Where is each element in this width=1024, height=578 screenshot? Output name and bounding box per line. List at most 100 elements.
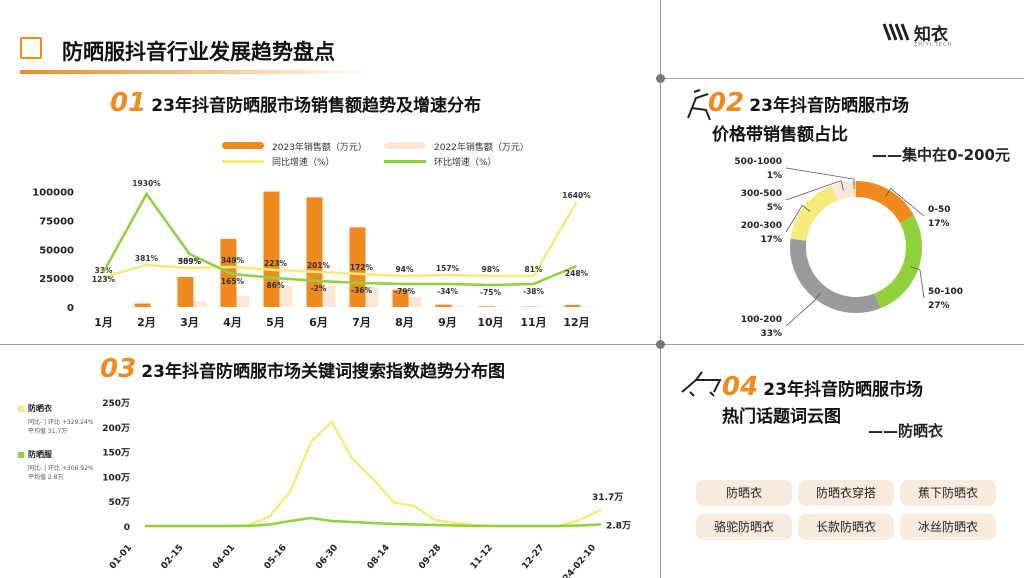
legend-label-2022: 2022年销售额（万元） xyxy=(434,143,529,153)
bar-2023 xyxy=(134,303,151,307)
section1-number: 01 xyxy=(110,88,147,118)
x-tick-label: 11月 xyxy=(520,316,546,329)
title-underline xyxy=(20,70,370,74)
x-tick-label: 9月 xyxy=(438,316,457,329)
topic-tag[interactable]: 冰丝防晒衣 xyxy=(900,514,996,540)
topic-tag[interactable]: 长款防晒衣 xyxy=(798,514,894,540)
yoy-data-label: 94% xyxy=(396,265,414,274)
yoy-data-label: 157% xyxy=(436,264,460,273)
x-tick-label: 3月 xyxy=(180,316,199,329)
topic-tag[interactable]: 骆驼防晒衣 xyxy=(696,514,792,540)
fangshaifu-point xyxy=(392,522,395,526)
logo: 知衣 ZHIYI TECH xyxy=(882,20,1002,50)
bar-2023 xyxy=(392,289,409,307)
header-divider-right xyxy=(660,78,1024,79)
y-tick-label: 25000 xyxy=(39,274,74,285)
bar-2023 xyxy=(435,304,452,307)
bar-2022 xyxy=(450,305,465,307)
fangshaiyi-point xyxy=(309,440,313,443)
fangshaifu-point xyxy=(454,524,457,527)
slice-label: 500-1000 xyxy=(734,157,782,167)
mom-data-label: -79% xyxy=(394,287,416,296)
section4-title-line1: 23年抖音防晒服市场 xyxy=(763,380,923,400)
topic-tag[interactable]: 防晒衣穿搭 xyxy=(798,480,894,506)
fangshaiyi-point xyxy=(371,477,375,481)
fangshaiyi-line xyxy=(146,419,601,528)
price-band-donut-chart: 0-50 17% 50-100 27% 100-200 33% 200-300 17% 300-… xyxy=(734,157,963,339)
fangshaifu-point xyxy=(578,524,581,527)
slice-leader-line xyxy=(785,167,855,190)
yoy-data-label: 349% xyxy=(221,256,245,265)
legend-swatch-2022 xyxy=(384,142,426,149)
logo-text: 知衣 xyxy=(914,25,948,45)
legend-avg-fangshaifu: 平均值 2.8万 xyxy=(28,474,64,481)
slice-label: 100-200 xyxy=(741,315,782,325)
title-marker-icon xyxy=(20,37,42,59)
junction-dot-middle xyxy=(656,340,665,349)
x-tick-label: 01-01 xyxy=(108,543,134,571)
yoy-data-label: 172% xyxy=(350,263,374,272)
yoy-data-label: 381% xyxy=(135,254,159,263)
fangshaifu-point xyxy=(495,524,499,528)
mom-data-label: 248% xyxy=(565,269,589,278)
topic-tag[interactable]: 蕉下防晒衣 xyxy=(900,480,996,506)
legend-label-mom: 环比增速（%） xyxy=(434,158,497,168)
legend-name-fangshaifu: 防晒服 xyxy=(28,450,52,459)
x-tick-label: 05-16 xyxy=(263,543,289,571)
legend-swatch-mom xyxy=(384,160,426,163)
bar-2023 xyxy=(349,227,366,307)
section2-title-line1: 23年抖音防晒服市场 xyxy=(749,96,909,116)
y-tick-label: 100万 xyxy=(102,472,130,483)
topic-tag[interactable]: 防晒衣 xyxy=(696,480,792,506)
mom-growth-line xyxy=(102,191,577,287)
bar-2022 xyxy=(278,286,293,307)
slice-leader-line xyxy=(785,180,844,201)
y-tick-label: 50万 xyxy=(108,497,130,508)
logo-subtext: ZHIYI TECH xyxy=(914,42,953,48)
yoy-growth-line xyxy=(103,201,578,279)
mom-data-label: 165% xyxy=(221,277,245,286)
fangshaifu-point xyxy=(289,519,292,523)
slice-percent: 17% xyxy=(928,219,950,229)
y-tick-label: 50000 xyxy=(39,245,74,256)
section4-number: 04 xyxy=(722,372,759,402)
mom-data-label: 559% xyxy=(178,257,202,266)
y-tick-label: 250万 xyxy=(102,398,130,409)
bar-2023 xyxy=(478,306,495,307)
donut-slice xyxy=(831,181,854,201)
yoy-data-label: 98% xyxy=(482,265,500,274)
donut-slice xyxy=(855,181,914,224)
legend-name-fangshaiyi: 防晒衣 xyxy=(28,404,52,413)
y-tick-label: 0 xyxy=(67,303,74,314)
legend-stat-fangshaiyi: 同比- | 环比 +329.24% xyxy=(28,419,94,426)
legend-avg-fangshaiyi: 平均值 31.7万 xyxy=(28,428,68,435)
x-tick-label: 10月 xyxy=(477,316,503,329)
bar-2022 xyxy=(192,301,207,307)
x-tick-label: 2月 xyxy=(137,316,156,329)
fangshaifu-point xyxy=(557,524,560,528)
yoy-data-label: 223% xyxy=(264,259,288,268)
x-tick-label: 04-01 xyxy=(211,543,237,571)
yoy-data-label: 1640% xyxy=(562,191,591,200)
logo-stripes-icon xyxy=(882,23,910,41)
x-tick-label: 4月 xyxy=(223,316,242,329)
section3-title: 23年抖音防晒服市场关键词搜索指数趋势分布图 xyxy=(141,362,505,382)
y-tick-label: 150万 xyxy=(102,448,130,459)
x-tick-label: 09-28 xyxy=(417,543,443,571)
section2-number: 02 xyxy=(708,88,745,118)
series-end-label: 31.7万 xyxy=(592,492,623,503)
fangshaifu-point xyxy=(330,519,333,523)
yoy-data-label: 309% xyxy=(178,257,202,266)
x-tick-label: 08-14 xyxy=(366,543,392,571)
section3-number: 03 xyxy=(100,354,137,384)
legend-label-2023: 2023年销售额（万元） xyxy=(272,143,367,153)
fangshaifu-point xyxy=(206,524,210,528)
slice-leader-line xyxy=(885,187,925,217)
fangshaifu-point xyxy=(309,516,313,520)
fangshaifu-point xyxy=(598,523,602,526)
bar-2023 xyxy=(177,276,194,307)
fangshaiyi-point xyxy=(454,521,457,525)
fangshaiyi-point xyxy=(289,490,292,493)
yoy-data-label: 81% xyxy=(525,265,543,274)
mom-data-label: -34% xyxy=(437,287,459,296)
